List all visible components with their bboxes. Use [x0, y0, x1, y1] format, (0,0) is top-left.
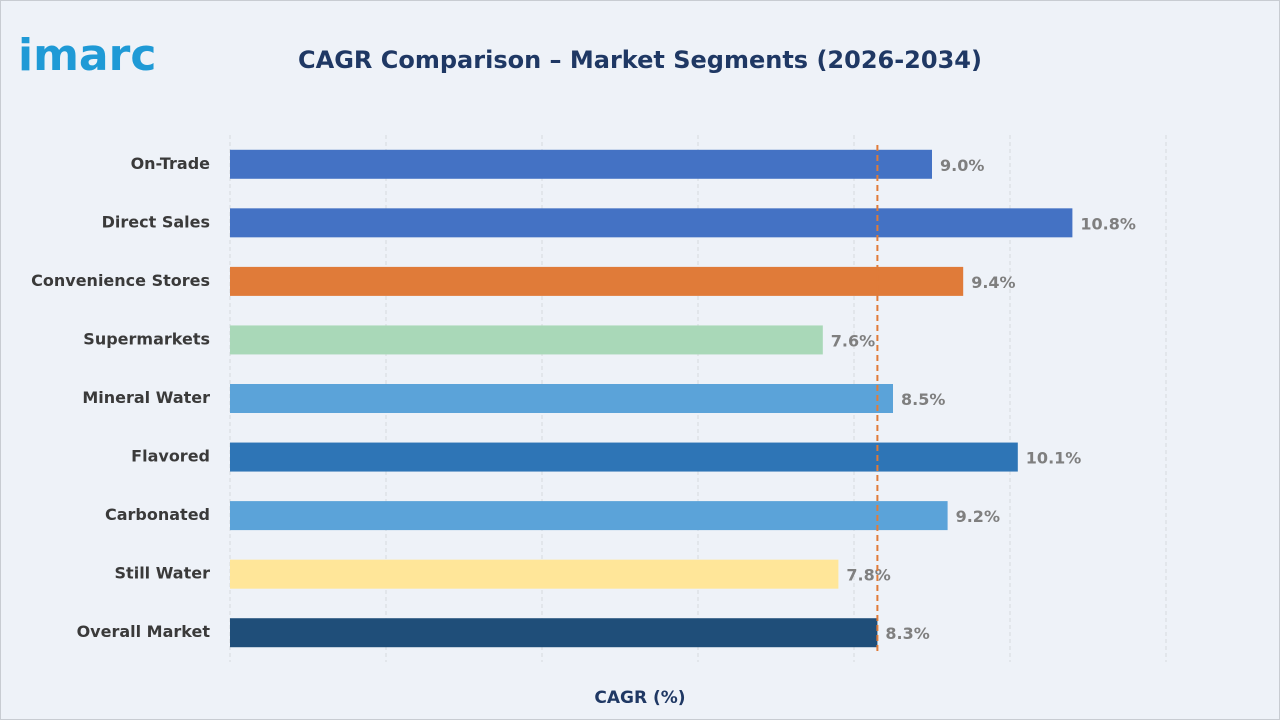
y-tick-label: Carbonated — [105, 505, 210, 524]
y-tick-label: Overall Market — [77, 622, 211, 641]
bar — [230, 384, 893, 413]
bar — [230, 618, 878, 648]
bar — [230, 559, 839, 589]
value-label: 9.0% — [940, 156, 984, 175]
bar — [230, 149, 932, 179]
y-tick-label: Supermarkets — [83, 329, 210, 348]
chart-title: CAGR Comparison – Market Segments (2026-… — [298, 46, 982, 74]
value-label: 9.4% — [971, 273, 1015, 292]
bar — [230, 442, 1018, 472]
y-tick-label: Still Water — [115, 564, 211, 583]
bar — [230, 501, 948, 531]
value-label: 7.8% — [846, 566, 890, 585]
y-tick-label: Flavored — [131, 447, 210, 466]
value-label: 8.5% — [901, 390, 945, 409]
x-axis-label: CAGR (%) — [594, 688, 685, 708]
y-tick-label: On-Trade — [131, 154, 211, 173]
bar — [230, 266, 964, 296]
value-label: 7.6% — [831, 331, 875, 350]
value-label: 8.3% — [885, 624, 929, 643]
value-label: 10.8% — [1080, 214, 1136, 233]
y-tick-label: Convenience Stores — [31, 271, 210, 290]
bar — [230, 325, 823, 355]
y-tick-label: Direct Sales — [102, 212, 210, 231]
bar — [230, 208, 1073, 238]
y-tick-label: Mineral Water — [82, 388, 210, 407]
value-label: 10.1% — [1026, 449, 1082, 468]
value-label: 9.2% — [956, 507, 1000, 526]
logo: imarc — [18, 30, 156, 81]
